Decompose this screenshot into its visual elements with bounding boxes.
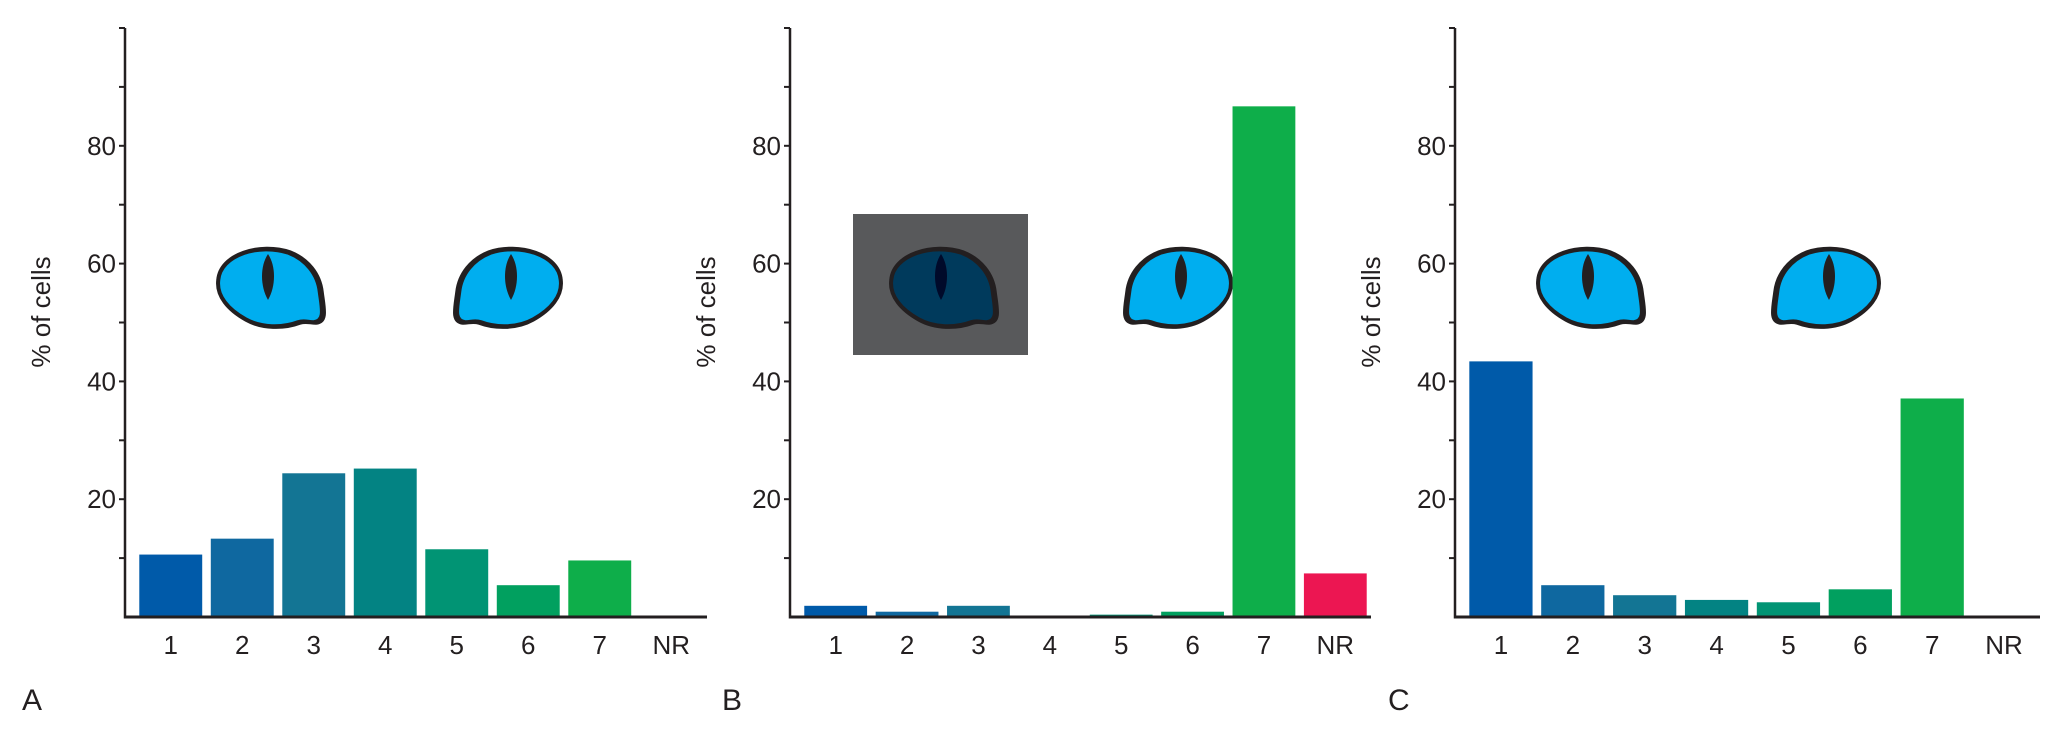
y-tick-label: 20 <box>87 484 116 514</box>
cat-eye-icon <box>1123 246 1233 329</box>
bar-6 <box>1161 611 1224 617</box>
cat-eye-icon <box>1536 246 1646 329</box>
x-tick-label: NR <box>1985 630 2023 660</box>
bar-5 <box>1756 602 1821 617</box>
y-tick-label: 20 <box>1417 484 1446 514</box>
panel-label: C <box>1388 684 1410 717</box>
bar-7 <box>1900 398 1964 617</box>
eye-outline <box>889 246 999 329</box>
x-tick-label: 6 <box>521 630 535 660</box>
x-tick-label: 3 <box>971 630 985 660</box>
bar-nr <box>1303 573 1367 617</box>
y-tick-label: 60 <box>1417 249 1446 279</box>
bar-7 <box>1232 106 1296 617</box>
cat-eye-icon <box>453 246 563 329</box>
bar-2 <box>1541 585 1605 617</box>
cat-eye-icon <box>216 246 326 329</box>
eye-outline <box>453 246 563 329</box>
x-tick-label: NR <box>1317 630 1355 660</box>
bar-3 <box>282 473 346 617</box>
bar-5 <box>425 549 489 617</box>
x-tick-label: 1 <box>1494 630 1508 660</box>
bar-1 <box>139 554 203 617</box>
bar-3 <box>1613 595 1677 617</box>
y-tick-label: 80 <box>87 131 116 161</box>
x-tick-label: 3 <box>307 630 321 660</box>
x-tick-label: 7 <box>1925 630 1939 660</box>
x-tick-label: 4 <box>378 630 392 660</box>
x-tick-label: 4 <box>1709 630 1723 660</box>
y-tick-label: 20 <box>752 484 781 514</box>
y-tick-label: 80 <box>1417 131 1446 161</box>
y-axis-title: % of cells <box>26 256 56 367</box>
bar-7 <box>568 560 632 617</box>
x-tick-label: 5 <box>450 630 464 660</box>
x-tick-label: 1 <box>164 630 178 660</box>
bar-1 <box>1469 361 1533 617</box>
x-tick-label: 2 <box>900 630 914 660</box>
bar-2 <box>875 611 939 617</box>
eye-pupil <box>935 254 947 300</box>
x-tick-label: 3 <box>1637 630 1651 660</box>
eye-pupil <box>1823 254 1835 300</box>
bar-2 <box>210 538 274 617</box>
bar-4 <box>353 468 417 617</box>
y-tick-label: 60 <box>752 249 781 279</box>
y-axis-title: % of cells <box>1356 256 1386 367</box>
x-tick-label: 7 <box>1257 630 1271 660</box>
y-tick-label: 40 <box>87 366 116 396</box>
x-tick-label: NR <box>652 630 690 660</box>
panel-c: 1 2 3 4 5 6 7 NR 20 40 60 80 % of cells C <box>1356 27 2040 717</box>
bar-3 <box>947 605 1010 617</box>
y-tick-label: 40 <box>1417 366 1446 396</box>
y-tick-label: 60 <box>87 249 116 279</box>
eye-pupil <box>262 254 274 300</box>
x-tick-label: 2 <box>235 630 249 660</box>
x-tick-label: 5 <box>1781 630 1795 660</box>
panel-b: 1 2 3 4 5 6 7 NR 20 40 60 80 % of cells B <box>691 27 1371 717</box>
cat-eye-icon <box>889 246 999 329</box>
y-tick-label: 80 <box>752 131 781 161</box>
x-tick-label: 5 <box>1114 630 1128 660</box>
x-tick-label: 6 <box>1185 630 1199 660</box>
y-axis-title: % of cells <box>691 256 721 367</box>
eye-pupil <box>505 254 517 300</box>
eye-pupil <box>1175 254 1187 300</box>
bar-6 <box>1828 589 1892 617</box>
eye-outline <box>216 246 326 329</box>
x-tick-label: 2 <box>1566 630 1580 660</box>
x-tick-label: 4 <box>1043 630 1057 660</box>
x-tick-label: 7 <box>593 630 607 660</box>
x-tick-label: 1 <box>828 630 842 660</box>
bar-1 <box>804 605 868 617</box>
eye-outline <box>1771 246 1881 329</box>
bar-6 <box>496 585 560 617</box>
y-tick-label: 40 <box>752 366 781 396</box>
panel-a: 1 2 3 4 5 6 7 NR 20 40 60 80 % of cells A <box>22 27 707 717</box>
bar-4 <box>1684 599 1749 617</box>
eye-outline <box>1536 246 1646 329</box>
eye-outline <box>1123 246 1233 329</box>
x-tick-label: 6 <box>1853 630 1867 660</box>
eye-pupil <box>1582 254 1594 300</box>
panel-label: A <box>22 684 42 717</box>
cat-eye-icon <box>1771 246 1881 329</box>
panel-label: B <box>722 684 742 717</box>
